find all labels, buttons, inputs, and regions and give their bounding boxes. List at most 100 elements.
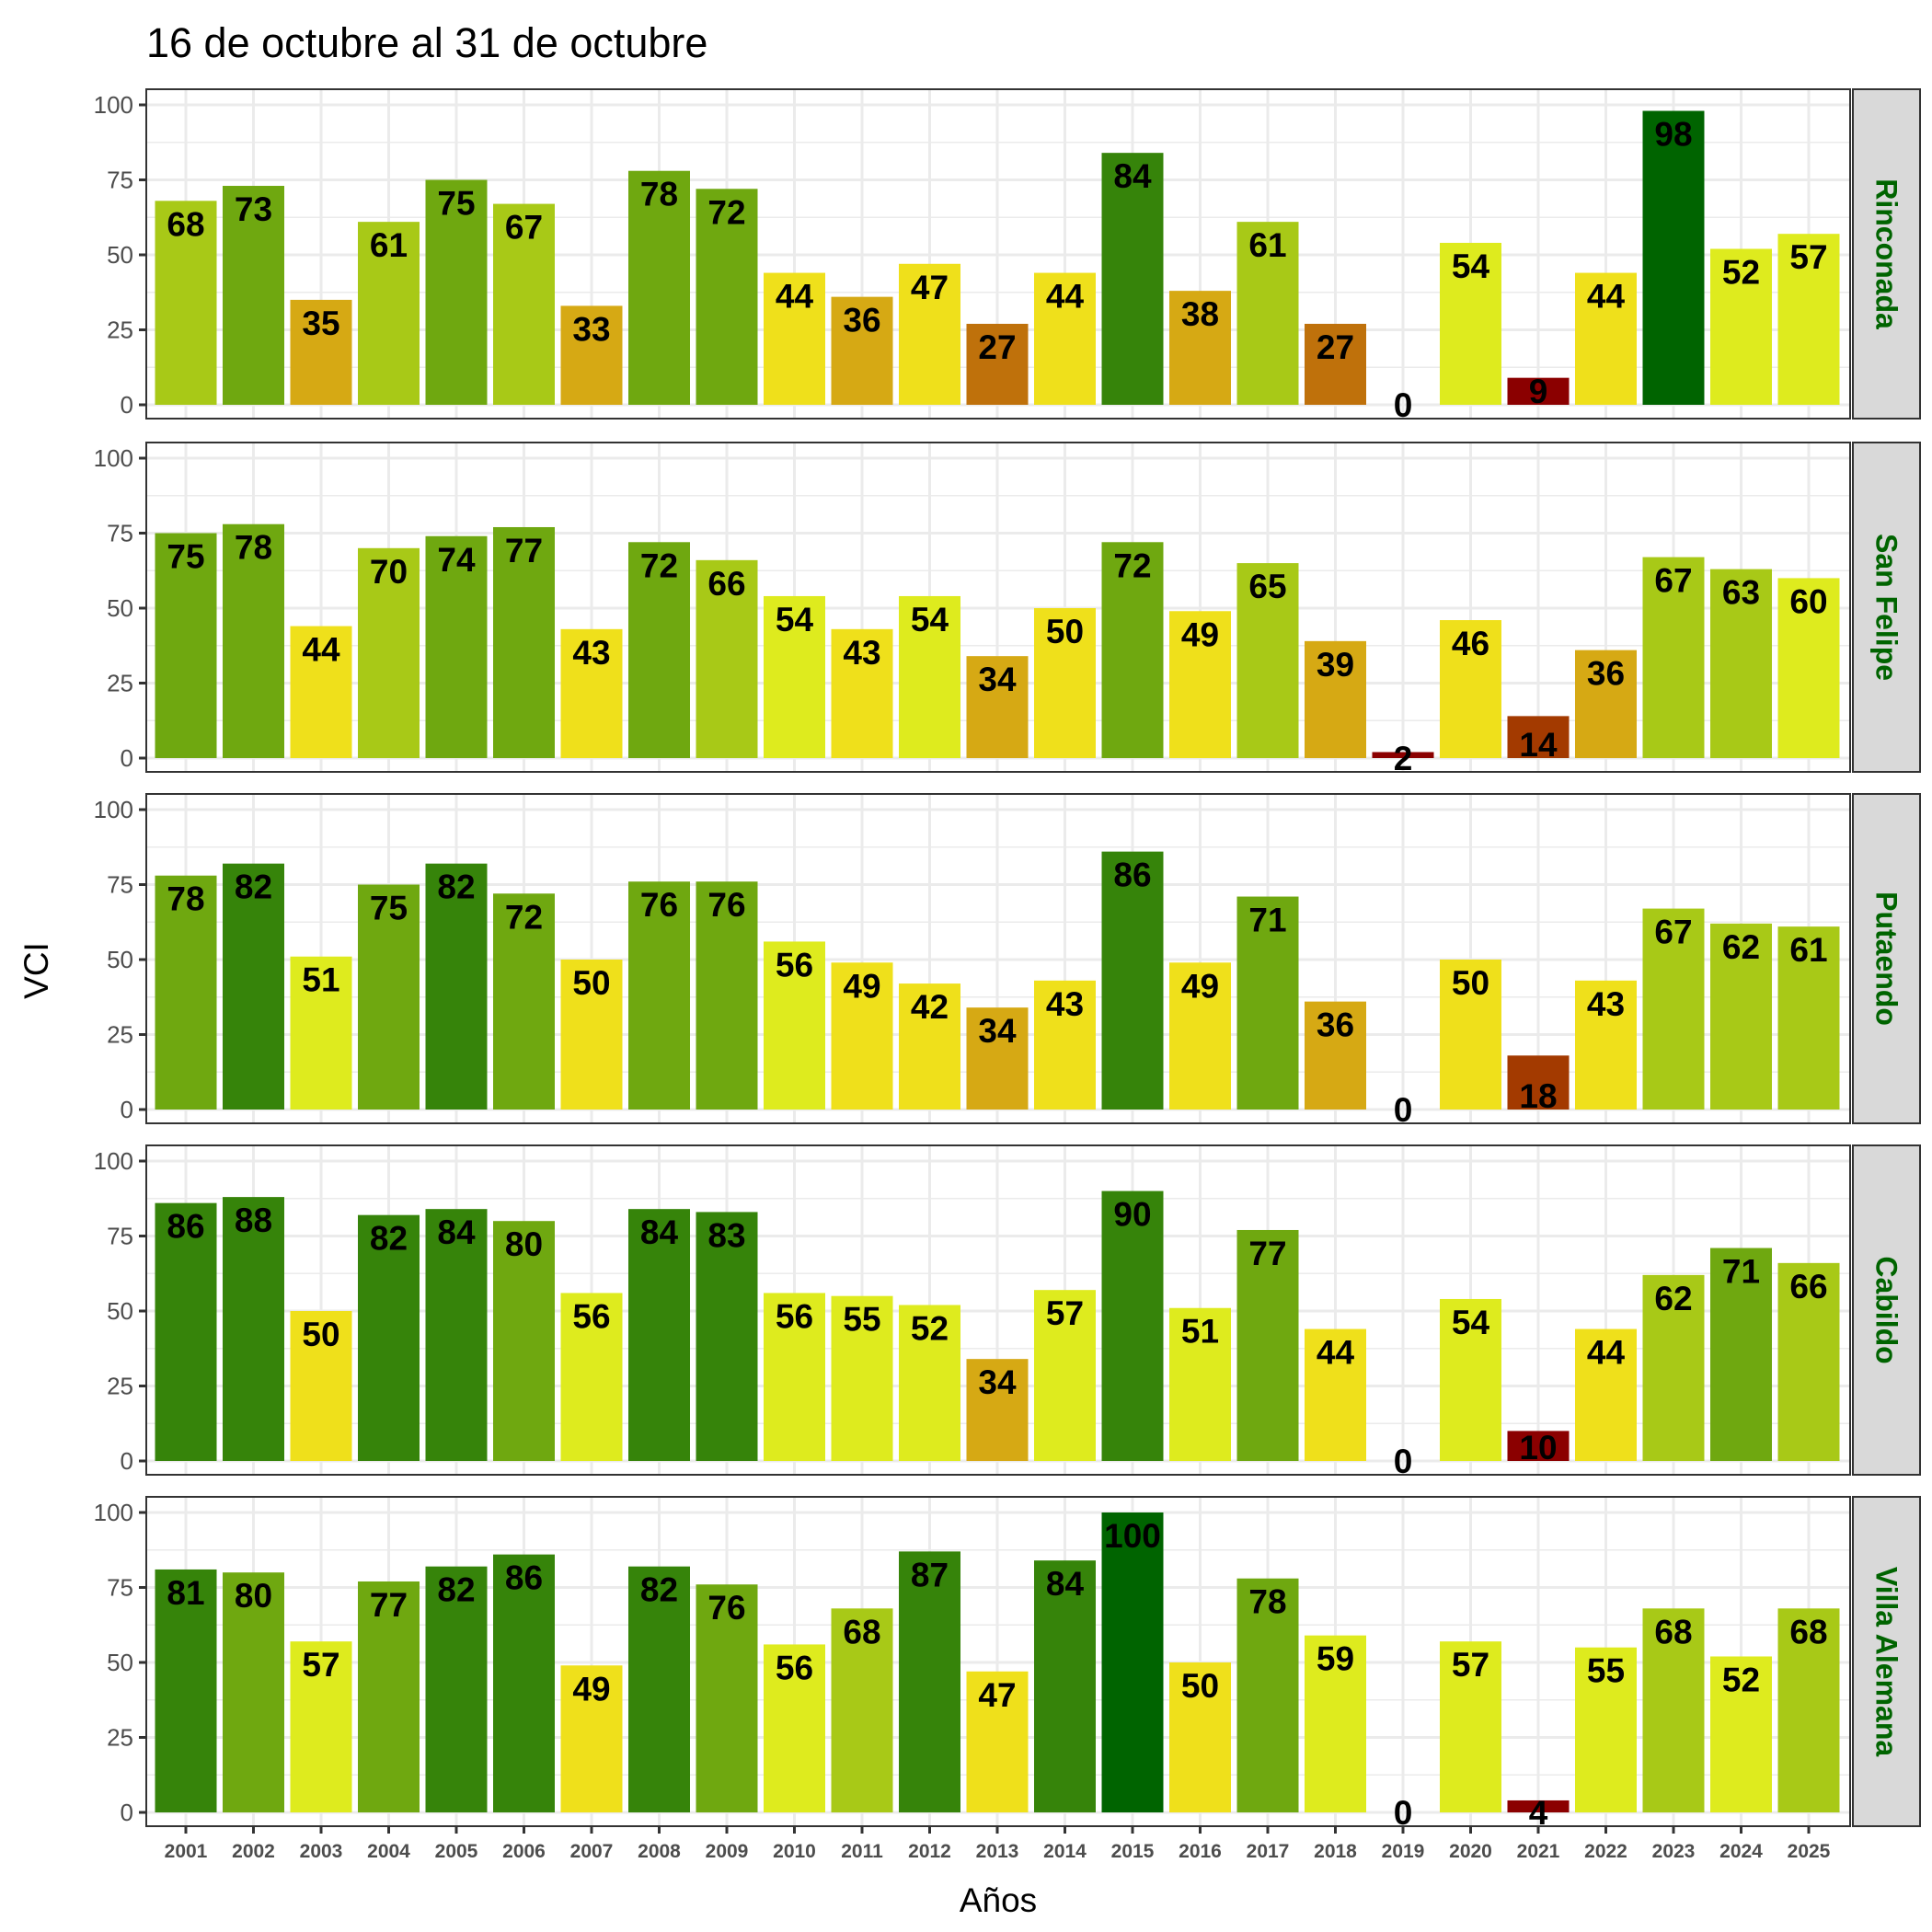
y-tick-label: 75 [107,1574,133,1602]
bar-2003 [290,956,352,1110]
panel-villa-alemana: 81 80 57 77 82 86 49 82 76 56 68 87 47 84 100 50 78 59 0 57… [94,1496,1921,1832]
bar-2005 [425,863,488,1110]
bar-2020 [1440,1298,1501,1461]
bar-2006 [493,1554,555,1812]
x-tick-label-2010: 2010 [773,1841,816,1862]
bar-2003 [290,626,352,758]
bar-2015 [1101,542,1164,758]
panel-cabildo: 86 88 50 82 84 80 56 84 83 56 55 52 34 57 90 51 77 44 0 54 1… [94,1144,1921,1480]
x-tick-label-2006: 2006 [502,1841,546,1862]
x-tick-label-2009: 2009 [706,1841,749,1862]
facet-strip [1852,1144,1921,1476]
bar-2001 [155,1202,217,1461]
bar-2017 [1236,563,1299,758]
bar-label-2005: 74 [437,541,476,579]
y-tick-label: 50 [107,946,133,973]
y-tick-label: 75 [107,871,133,899]
x-tick-label-2012: 2012 [908,1841,951,1862]
bar-2024 [1710,1656,1772,1812]
bar-2024 [1710,569,1772,758]
bar-2014 [1034,608,1096,758]
bar-label-2010: 56 [776,946,813,983]
facet-strip [1852,88,1921,420]
bar-2014 [1034,980,1096,1110]
y-tick-label: 50 [107,241,133,269]
bar-label-2008: 76 [640,886,678,924]
bar-label-2013: 34 [978,1012,1017,1050]
y-tick-label: 100 [94,1147,133,1175]
bar-2023 [1642,557,1705,758]
x-axis: 2001 2002 2003 2004 2005 2006 2007 2008 2009 2010… [165,1826,1831,1862]
bar-label-2006: 86 [505,1559,543,1597]
bar-2016 [1169,1662,1231,1812]
bar-2020 [1440,1641,1501,1812]
bar-2025 [1777,234,1840,405]
bar-label-2007: 43 [572,634,610,672]
bar-label-2019: 0 [1394,1091,1413,1129]
bar-label-2025: 66 [1789,1268,1827,1305]
bar-2013 [966,1359,1029,1461]
bar-2020 [1440,620,1501,758]
bar-2005 [425,535,488,758]
y-tick-label: 50 [107,1649,133,1676]
bar-label-2004: 82 [370,1220,408,1258]
bar-label-2018: 59 [1317,1640,1354,1678]
bar-2007 [560,1665,623,1812]
bar-2022 [1575,650,1637,758]
bar-label-2008: 82 [640,1571,678,1609]
bar-2011 [831,1608,893,1812]
bar-2007 [560,628,623,758]
x-tick-label-2024: 2024 [1719,1841,1763,1862]
y-tick-label: 0 [121,1447,133,1475]
bar-label-2024: 71 [1722,1253,1760,1291]
bar-2012 [899,595,960,758]
bar-label-2018: 39 [1317,646,1354,684]
bar-label-2024: 63 [1722,574,1760,612]
bar-label-2023: 62 [1654,1280,1692,1317]
bar-label-2015: 100 [1104,1517,1161,1555]
bar-2021 [1507,1431,1570,1461]
facet-strip-label: Villa Alemana [1870,1567,1903,1757]
bar-label-2024: 52 [1722,253,1760,291]
y-tick-label: 0 [121,391,133,419]
bar-2001 [155,533,217,758]
bar-2003 [290,1311,352,1461]
bar-2008 [628,170,690,405]
bar-2010 [764,1293,825,1461]
y-tick-label: 25 [107,316,133,344]
x-tick-label-2011: 2011 [841,1841,883,1862]
bar-label-2013: 47 [978,1676,1016,1714]
bar-label-2005: 84 [437,1213,476,1251]
bar-2022 [1575,980,1637,1110]
bar-2008 [628,542,690,758]
bar-label-2023: 67 [1654,914,1692,951]
bar-2023 [1642,908,1705,1110]
bar-label-2001: 81 [167,1574,204,1612]
bar-2008 [628,1566,690,1812]
bar-label-2014: 44 [1046,278,1085,316]
bar-2021 [1507,716,1570,758]
x-tick-label-2019: 2019 [1382,1841,1425,1862]
bar-2018 [1305,1635,1366,1812]
bar-2023 [1642,1274,1705,1461]
bar-2022 [1575,1647,1637,1812]
bar-label-2021: 4 [1529,1794,1548,1832]
bar-2009 [696,559,758,758]
facet-strip-label: Cabildo [1870,1256,1903,1363]
bar-label-2025: 68 [1789,1613,1827,1650]
bar-label-2017: 71 [1248,902,1286,939]
bar-label-2004: 75 [370,890,408,927]
bar-2006 [493,526,555,758]
y-tick-label: 100 [94,91,133,119]
x-tick-label-2016: 2016 [1179,1841,1222,1862]
bar-2004 [358,222,420,405]
bar-label-2006: 72 [505,898,543,936]
bar-2024 [1710,923,1772,1110]
bar-label-2004: 61 [370,226,408,264]
bar-2001 [155,201,217,405]
bar-2016 [1169,611,1231,758]
bar-2008 [628,1209,690,1461]
bar-label-2002: 88 [235,1202,272,1239]
bar-label-2004: 77 [370,1586,408,1624]
